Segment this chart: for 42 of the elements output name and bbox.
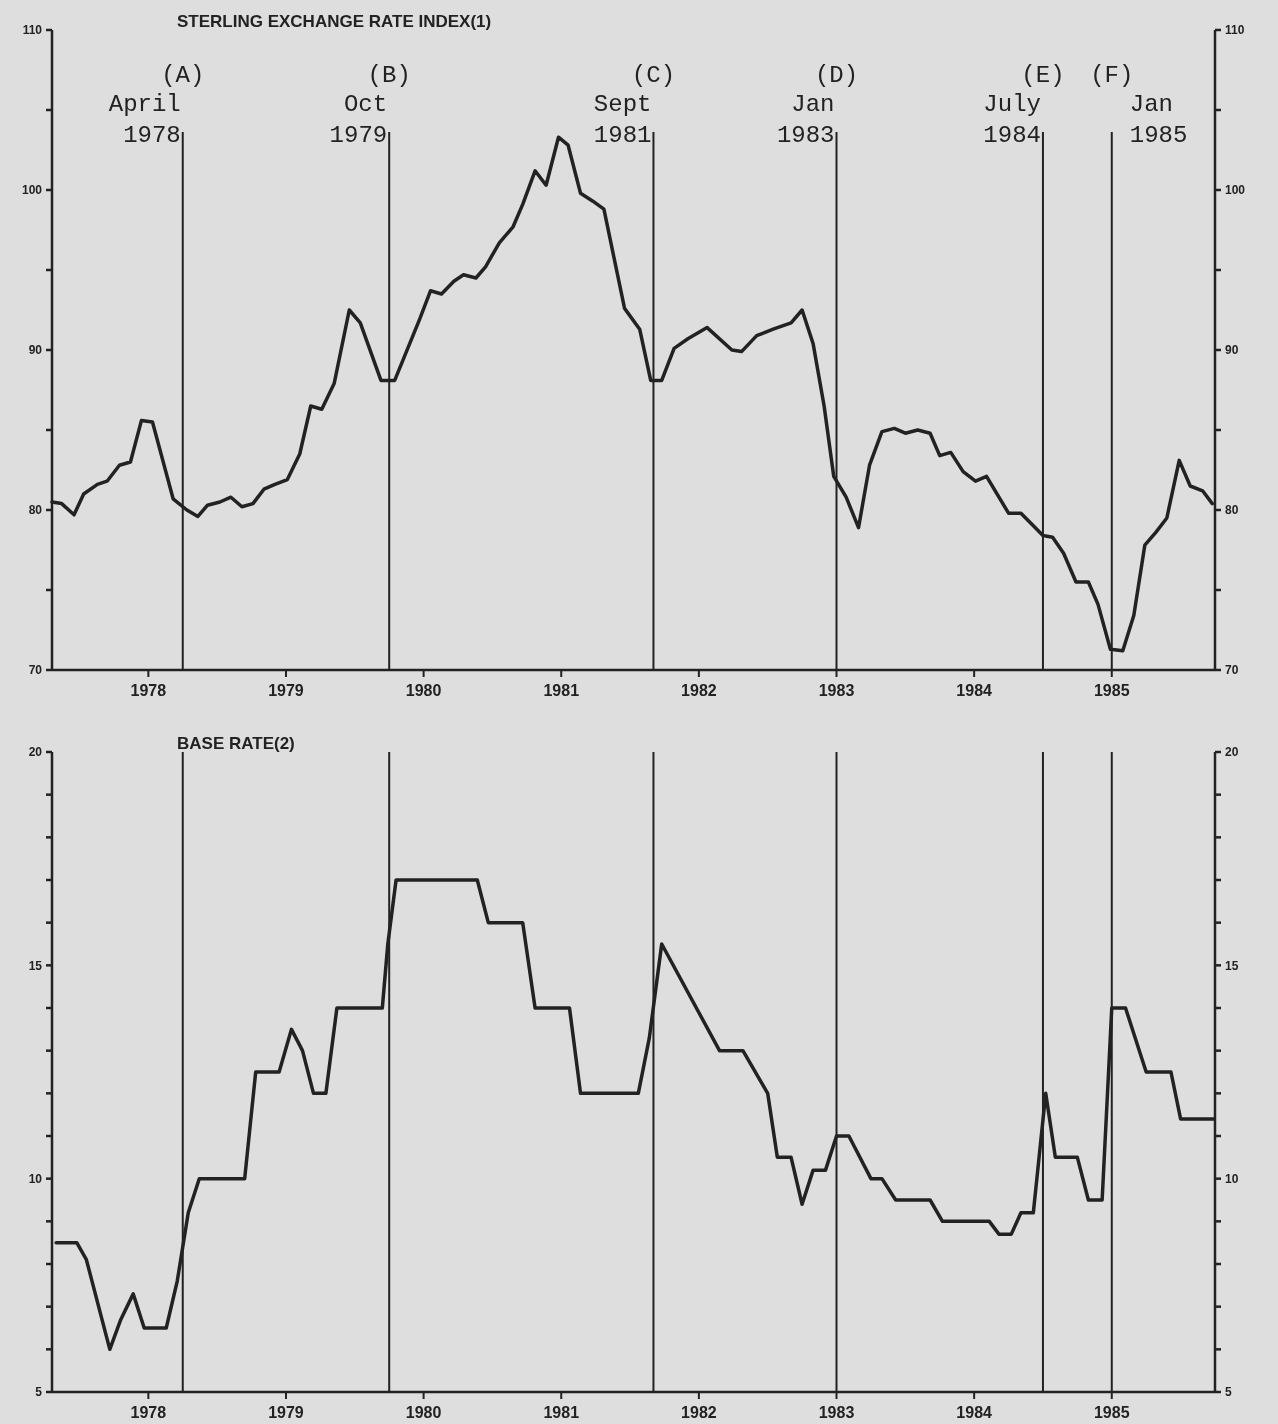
chart-title: BASE RATE(2) xyxy=(177,734,295,753)
y-tick-label: 10 xyxy=(28,1171,43,1186)
y2-tick-label: 10 xyxy=(1225,1171,1239,1186)
y2-tick-label: 70 xyxy=(1225,663,1239,678)
x-tick-label: 1981 xyxy=(543,1404,580,1421)
y2-tick-label: 90 xyxy=(1225,343,1239,358)
y-tick-label: 90 xyxy=(28,343,43,358)
x-tick-label: 1982 xyxy=(681,682,717,699)
chart-title: STERLING EXCHANGE RATE INDEX(1) xyxy=(177,12,492,31)
y2-tick-label: 15 xyxy=(1225,958,1239,973)
x-tick-label: 1978 xyxy=(130,682,167,699)
x-tick-label: 1980 xyxy=(405,682,442,699)
x-tick-label: 1981 xyxy=(543,682,580,699)
y2-tick-label: 5 xyxy=(1225,1385,1232,1400)
x-tick-label: 1983 xyxy=(818,1404,855,1421)
y-tick-label: 70 xyxy=(28,663,43,678)
x-tick-label: 1983 xyxy=(818,682,855,699)
y2-tick-label: 80 xyxy=(1225,503,1239,518)
ref-line-label: (A) April 1978 xyxy=(108,62,205,149)
x-tick-label: 1979 xyxy=(268,682,304,699)
y-tick-label: 20 xyxy=(28,745,43,760)
ref-line-label: (D) Jan 1983 xyxy=(776,62,859,149)
ref-line-label: (B) Oct 1979 xyxy=(329,62,411,149)
y-tick-label: 100 xyxy=(21,183,43,198)
x-tick-label: 1978 xyxy=(130,1404,167,1421)
y-tick-label: 15 xyxy=(28,958,43,973)
ref-line-label: (C) Sept 1981 xyxy=(593,62,676,149)
y2-tick-label: 100 xyxy=(1225,183,1246,198)
x-tick-label: 1980 xyxy=(405,1404,442,1421)
y2-tick-label: 20 xyxy=(1225,745,1239,760)
x-tick-label: 1984 xyxy=(956,1404,993,1421)
y-tick-label: 110 xyxy=(22,23,43,38)
y2-tick-label: 110 xyxy=(1225,23,1245,38)
x-tick-label: 1979 xyxy=(268,1404,304,1421)
ref-line-label: (E) July 1984 xyxy=(983,62,1065,149)
x-tick-label: 1985 xyxy=(1093,1404,1130,1421)
y-tick-label: 80 xyxy=(28,503,43,518)
y-tick-label: 5 xyxy=(35,1385,43,1400)
x-tick-label: 1985 xyxy=(1093,682,1130,699)
ref-line-label: (F) Jan 1985 xyxy=(1090,62,1188,149)
x-tick-label: 1984 xyxy=(956,682,993,699)
x-tick-label: 1982 xyxy=(681,1404,717,1421)
